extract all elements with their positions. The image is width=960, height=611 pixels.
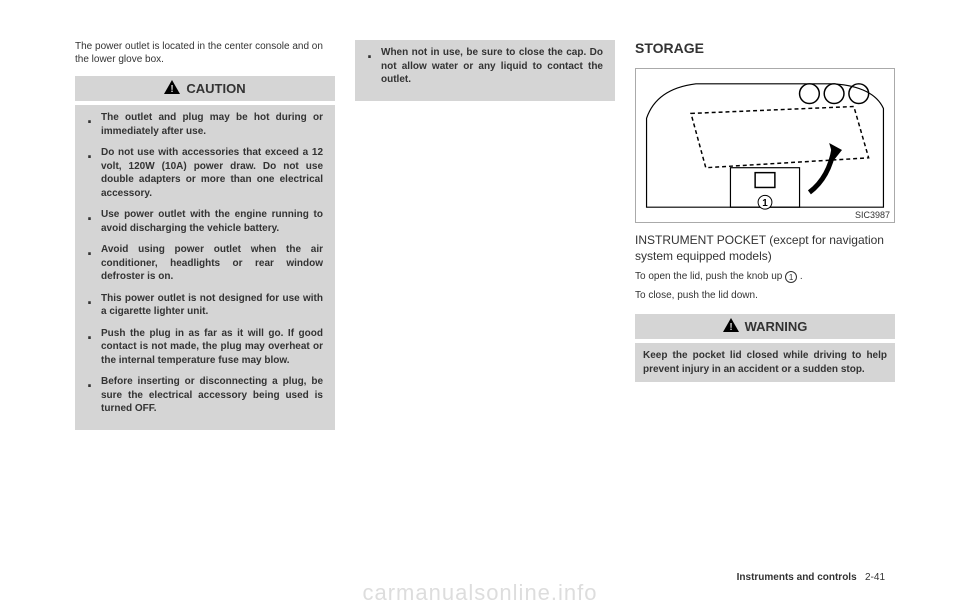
caution-item: Do not use with accessories that exceed … (87, 146, 323, 200)
intro-paragraph: The power outlet is located in the cente… (75, 40, 335, 66)
caution-item: This power outlet is not designed for us… (87, 292, 323, 319)
column-3: STORAGE 1 SIC3987 (635, 40, 895, 581)
knob-reference-icon: 1 (785, 271, 797, 283)
caution-list: The outlet and plug may be hot during or… (83, 111, 327, 416)
warning-label: WARNING (745, 319, 808, 334)
open-text-pre: To open the lid, push the knob up (635, 271, 785, 282)
page-footer: Instruments and controls 2-41 (737, 572, 885, 583)
warning-box: Keep the pocket lid closed while driving… (635, 343, 895, 382)
close-instruction: To close, push the lid down. (635, 289, 895, 302)
instrument-pocket-figure: 1 SIC3987 (635, 68, 895, 223)
warning-text: Keep the pocket lid closed while driving… (643, 349, 887, 376)
svg-text:!: ! (171, 84, 174, 94)
open-text-post: . (797, 271, 803, 282)
caution-item: Push the plug in as far as it will go. I… (87, 327, 323, 368)
warning-triangle-icon: ! (164, 80, 180, 97)
warning-header: ! WARNING (635, 314, 895, 339)
caution-item: Use power outlet with the engine running… (87, 208, 323, 235)
svg-text:!: ! (729, 322, 732, 332)
manual-page: The power outlet is located in the cente… (0, 0, 960, 611)
caution-item: Avoid using power outlet when the air co… (87, 243, 323, 284)
caution-header: ! CAUTION (75, 76, 335, 101)
svg-text:1: 1 (762, 198, 768, 209)
caution-label: CAUTION (186, 81, 245, 96)
caution-box-continued: When not in use, be sure to close the ca… (355, 40, 615, 101)
column-2: When not in use, be sure to close the ca… (355, 40, 615, 581)
warning-triangle-icon: ! (723, 318, 739, 335)
caution-box: The outlet and plug may be hot during or… (75, 105, 335, 430)
subsection-heading: INSTRUMENT POCKET (except for navigation… (635, 233, 895, 264)
figure-code: SIC3987 (855, 210, 890, 220)
section-heading: STORAGE (635, 40, 895, 56)
dashboard-illustration: 1 (636, 69, 894, 222)
caution-list-continued: When not in use, be sure to close the ca… (363, 46, 607, 87)
open-instruction: To open the lid, push the knob up 1 . (635, 270, 895, 283)
column-1: The power outlet is located in the cente… (75, 40, 335, 581)
footer-page-number: 2-41 (865, 572, 885, 583)
caution-item: When not in use, be sure to close the ca… (367, 46, 603, 87)
caution-item: Before inserting or disconnecting a plug… (87, 375, 323, 416)
caution-item: The outlet and plug may be hot during or… (87, 111, 323, 138)
footer-section: Instruments and controls (737, 572, 857, 583)
